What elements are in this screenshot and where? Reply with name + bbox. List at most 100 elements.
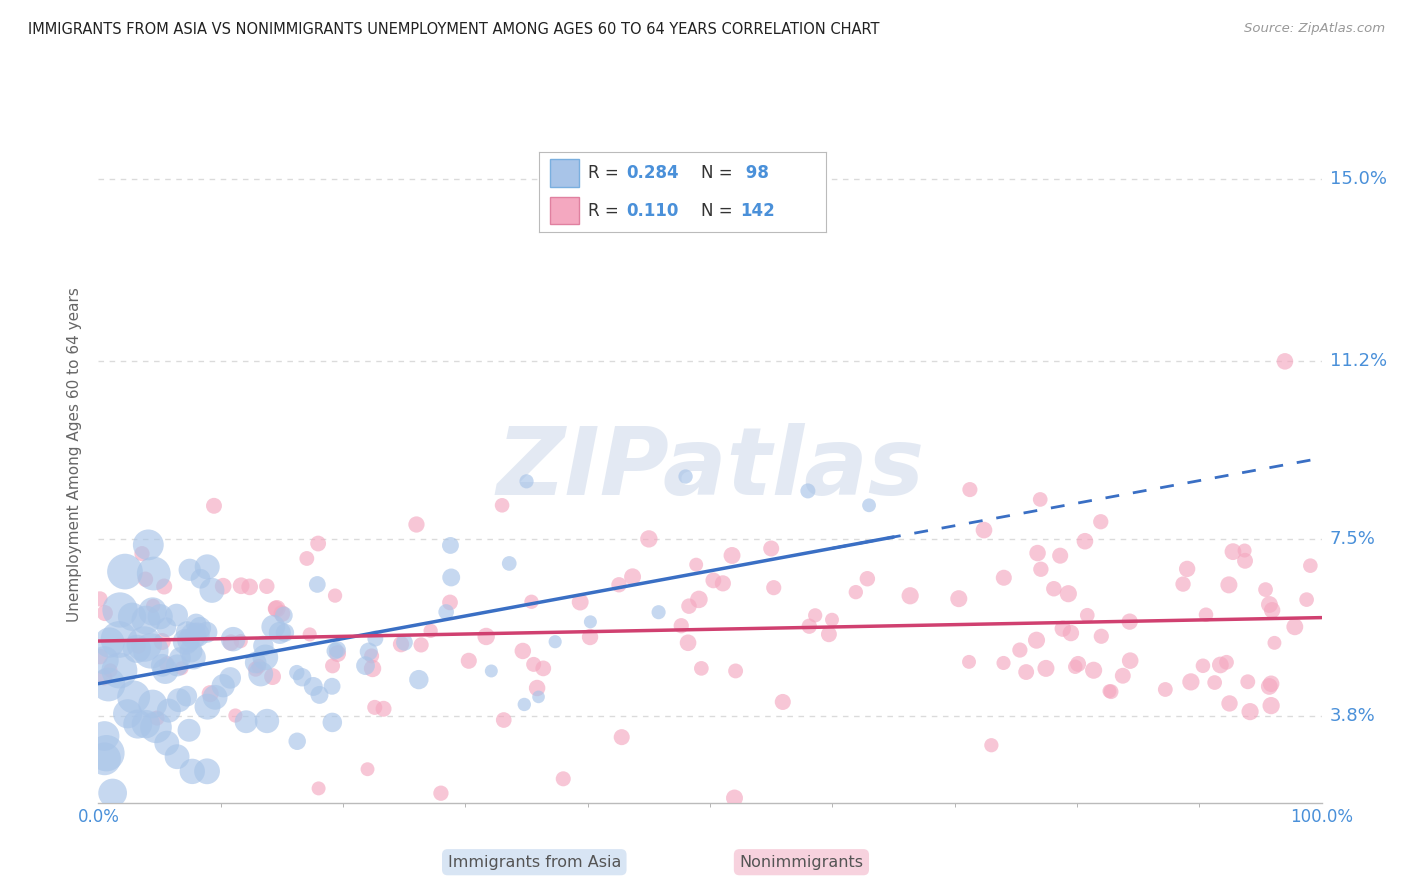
Point	[135, 613, 157, 627]
Point	[678, 599, 700, 614]
Point	[291, 670, 314, 684]
Point	[723, 791, 745, 805]
Point	[224, 708, 246, 723]
Point	[1015, 665, 1038, 679]
Point	[145, 720, 167, 734]
Point	[690, 661, 713, 675]
Point	[125, 641, 148, 656]
Point	[89, 591, 111, 606]
Point	[323, 644, 346, 658]
Point	[1284, 620, 1306, 634]
Point	[249, 667, 271, 681]
Point	[804, 608, 827, 623]
Point	[308, 688, 330, 702]
Point	[181, 764, 204, 779]
Point	[1052, 622, 1074, 636]
Point	[354, 658, 377, 673]
Point	[1263, 636, 1285, 650]
Point	[1215, 655, 1237, 669]
Point	[516, 475, 538, 489]
Point	[408, 673, 430, 687]
Point	[256, 714, 278, 728]
Point	[845, 585, 868, 599]
Point	[523, 657, 546, 672]
Point	[818, 627, 841, 641]
Text: 7.5%: 7.5%	[1330, 530, 1376, 548]
Point	[1049, 549, 1071, 563]
Point	[174, 634, 197, 648]
Point	[1260, 677, 1282, 691]
Point	[229, 634, 252, 648]
Point	[131, 547, 153, 561]
Point	[671, 618, 693, 632]
Point	[1067, 657, 1090, 671]
Point	[1180, 674, 1202, 689]
Point	[1233, 543, 1256, 558]
Point	[298, 627, 321, 641]
Point	[155, 620, 177, 634]
Point	[139, 644, 162, 658]
Point	[1261, 603, 1284, 617]
Point	[569, 595, 592, 609]
Point	[142, 697, 165, 711]
Point	[688, 592, 710, 607]
Point	[98, 635, 121, 649]
Point	[702, 574, 724, 588]
Point	[957, 655, 980, 669]
Point	[1195, 607, 1218, 622]
Point	[326, 647, 349, 661]
Point	[166, 608, 188, 623]
Point	[222, 632, 245, 647]
Point	[170, 661, 193, 675]
Point	[799, 619, 821, 633]
Point	[1060, 626, 1083, 640]
Text: IMMIGRANTS FROM ASIA VS NONIMMIGRANTS UNEMPLOYMENT AMONG AGES 60 TO 64 YEARS COR: IMMIGRANTS FROM ASIA VS NONIMMIGRANTS UN…	[28, 22, 880, 37]
Text: 11.2%: 11.2%	[1330, 352, 1388, 370]
Point	[235, 714, 257, 729]
Point	[176, 689, 198, 703]
Point	[93, 670, 115, 684]
Point	[527, 690, 550, 704]
Point	[142, 604, 165, 618]
Point	[898, 589, 921, 603]
Point	[434, 605, 457, 619]
Point	[1192, 658, 1215, 673]
Point	[553, 772, 575, 786]
Point	[153, 580, 176, 594]
Point	[245, 656, 267, 670]
Point	[430, 786, 453, 800]
Point	[201, 583, 224, 598]
Point	[479, 664, 502, 678]
Point	[1260, 698, 1282, 713]
Point	[356, 762, 378, 776]
Point	[1026, 546, 1049, 560]
Point	[544, 634, 567, 648]
Point	[167, 693, 190, 707]
Point	[513, 698, 536, 712]
Point	[1175, 562, 1198, 576]
Text: 15.0%: 15.0%	[1330, 170, 1386, 188]
Point	[1099, 684, 1122, 698]
Point	[114, 565, 136, 579]
Point	[357, 644, 380, 658]
Point	[262, 620, 284, 634]
Point	[772, 695, 794, 709]
Point	[685, 558, 707, 572]
Point	[285, 734, 308, 748]
Point	[361, 661, 384, 675]
Point	[108, 603, 131, 617]
Point	[195, 764, 218, 779]
Point	[89, 649, 111, 664]
Point	[307, 536, 329, 550]
Point	[1008, 643, 1031, 657]
Point	[724, 664, 747, 678]
Point	[1090, 629, 1112, 643]
Point	[96, 746, 118, 760]
Point	[266, 601, 288, 615]
Point	[439, 595, 461, 609]
Point	[326, 642, 349, 657]
Point	[98, 664, 121, 678]
Point	[219, 671, 242, 685]
Point	[1209, 657, 1232, 672]
Point	[607, 578, 630, 592]
